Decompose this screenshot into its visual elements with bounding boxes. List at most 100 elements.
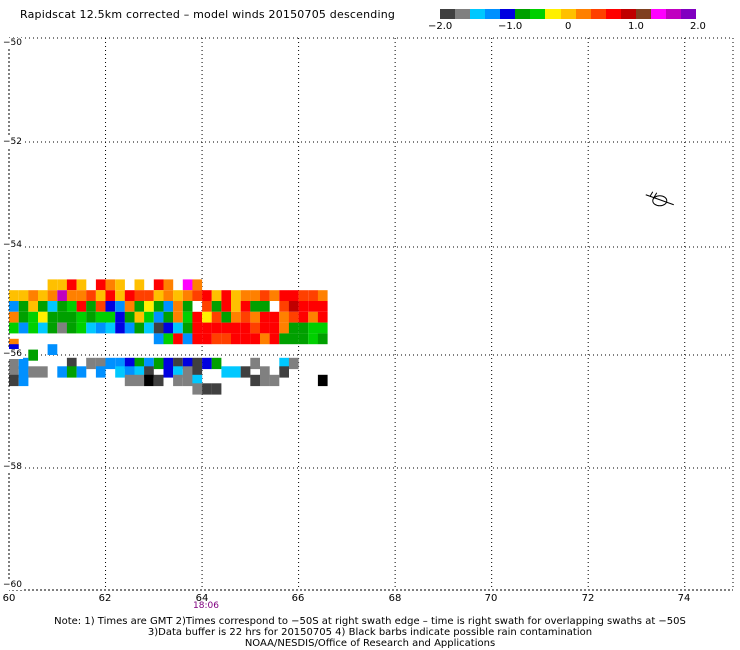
wind-diff-cell bbox=[153, 333, 164, 345]
y-tick-label: −54 bbox=[2, 240, 23, 250]
wind-diff-cell bbox=[288, 357, 299, 370]
wind-diff-cell bbox=[144, 290, 154, 301]
y-tick-label: −58 bbox=[2, 462, 23, 472]
wind-diff-cell bbox=[18, 290, 29, 301]
wind-diff-cell bbox=[173, 311, 183, 323]
wind-diff-cell bbox=[95, 301, 106, 312]
wind-diff-cell bbox=[47, 344, 58, 355]
wind-diff-cell bbox=[144, 322, 154, 334]
wind-diff-cell bbox=[211, 357, 222, 370]
wind-diff-cell bbox=[66, 311, 77, 323]
colorbar-swatch bbox=[515, 9, 531, 19]
wind-diff-cell bbox=[153, 279, 164, 291]
wind-diff-cell bbox=[105, 279, 116, 291]
wind-diff-cell bbox=[173, 290, 183, 301]
colorbar-swatch bbox=[530, 9, 546, 19]
colorbar-swatch bbox=[455, 9, 471, 19]
wind-diff-cell bbox=[202, 322, 212, 334]
wind-diff-cell bbox=[269, 374, 280, 387]
wind-diff-cell bbox=[163, 322, 174, 334]
wind-diff-cell bbox=[115, 311, 125, 323]
wind-diff-cell bbox=[173, 322, 183, 334]
wind-diff-cell bbox=[28, 311, 38, 323]
wind-diff-cell bbox=[153, 357, 164, 370]
wind-diff-cell bbox=[221, 311, 232, 323]
wind-diff-cell bbox=[240, 290, 251, 301]
wind-diff-cell bbox=[202, 383, 212, 395]
wind-diff-cell bbox=[9, 311, 19, 323]
wind-diff-cell bbox=[57, 279, 67, 291]
wind-diff-cell bbox=[192, 311, 203, 323]
wind-diff-cell bbox=[115, 301, 125, 312]
wind-diff-cell bbox=[86, 301, 96, 312]
wind-diff-cell bbox=[182, 311, 193, 323]
wind-diff-cell bbox=[95, 290, 106, 301]
wind-diff-cell bbox=[288, 333, 299, 345]
colorbar-swatch bbox=[440, 9, 456, 19]
wind-diff-cell bbox=[76, 322, 87, 334]
wind-diff-cell bbox=[76, 290, 87, 301]
wind-diff-cell bbox=[66, 290, 77, 301]
wind-diff-cell bbox=[308, 333, 318, 345]
wind-diff-cell bbox=[105, 290, 116, 301]
wind-diff-cell bbox=[269, 311, 280, 323]
wind-diff-cell bbox=[192, 374, 203, 387]
wind-diff-cell bbox=[66, 322, 77, 334]
wind-diff-cell bbox=[47, 301, 58, 312]
wind-diff-cell bbox=[38, 290, 48, 301]
wind-diff-cell bbox=[279, 311, 289, 323]
x-tick-label: 72 bbox=[581, 593, 595, 604]
wind-diff-cell bbox=[38, 366, 48, 378]
wind-diff-cell bbox=[298, 322, 309, 334]
wind-diff-cell bbox=[308, 322, 318, 334]
colorbar-label: 2.0 bbox=[690, 21, 706, 32]
wind-diff-cell bbox=[231, 301, 241, 312]
wind-diff-cell bbox=[18, 374, 29, 387]
wind-diff-cell bbox=[86, 322, 96, 334]
wind-diff-cell bbox=[86, 311, 96, 323]
y-tick-label: −50 bbox=[2, 38, 23, 48]
wind-diff-cell bbox=[115, 279, 125, 291]
wind-diff-cell bbox=[192, 366, 203, 378]
wind-diff-cell bbox=[28, 349, 38, 361]
footnote-line: NOAA/NESDIS/Office of Research and Appli… bbox=[244, 638, 496, 649]
wind-diff-cell bbox=[288, 322, 299, 334]
wind-diff-cell bbox=[173, 301, 183, 312]
wind-diff-cell bbox=[9, 301, 19, 312]
wind-diff-cell bbox=[18, 366, 29, 378]
colorbar-swatch bbox=[590, 9, 606, 19]
wind-diff-cell bbox=[202, 357, 212, 370]
wind-diff-cell bbox=[9, 374, 19, 387]
wind-diff-cell bbox=[66, 279, 77, 291]
wind-diff-cell bbox=[144, 374, 154, 387]
wind-diff-cell bbox=[260, 333, 270, 345]
wind-diff-cell bbox=[105, 322, 116, 334]
wind-diff-cell bbox=[173, 366, 183, 378]
wind-diff-cell bbox=[250, 374, 260, 387]
wind-diff-cell bbox=[105, 301, 116, 312]
wind-diff-cell bbox=[163, 366, 174, 378]
wind-diff-cell bbox=[279, 333, 289, 345]
footnote-line: Note: 1) Times are GMT 2)Times correspon… bbox=[54, 616, 686, 627]
wind-diff-cell bbox=[163, 333, 174, 345]
y-tick-label: −56 bbox=[2, 349, 23, 359]
wind-diff-cell bbox=[308, 311, 318, 323]
wind-diff-cell bbox=[95, 366, 106, 378]
wind-diff-cell bbox=[115, 366, 125, 378]
wind-diff-cell bbox=[124, 374, 135, 387]
x-tick-label: 70 bbox=[484, 593, 498, 604]
wind-diff-cell bbox=[279, 357, 289, 370]
wind-diff-cell bbox=[124, 357, 135, 370]
wind-diff-cell bbox=[9, 338, 19, 350]
wind-diff-cell bbox=[66, 301, 77, 312]
wind-diff-cell bbox=[269, 333, 280, 345]
wind-diff-cell bbox=[76, 301, 87, 312]
plot-frame bbox=[8, 37, 734, 591]
wind-diff-cell bbox=[182, 366, 193, 378]
wind-diff-cell bbox=[134, 366, 145, 378]
wind-diff-cell bbox=[57, 290, 67, 301]
wind-diff-cell bbox=[192, 383, 203, 395]
wind-diff-cell bbox=[18, 357, 29, 370]
wind-diff-cell bbox=[231, 311, 241, 323]
